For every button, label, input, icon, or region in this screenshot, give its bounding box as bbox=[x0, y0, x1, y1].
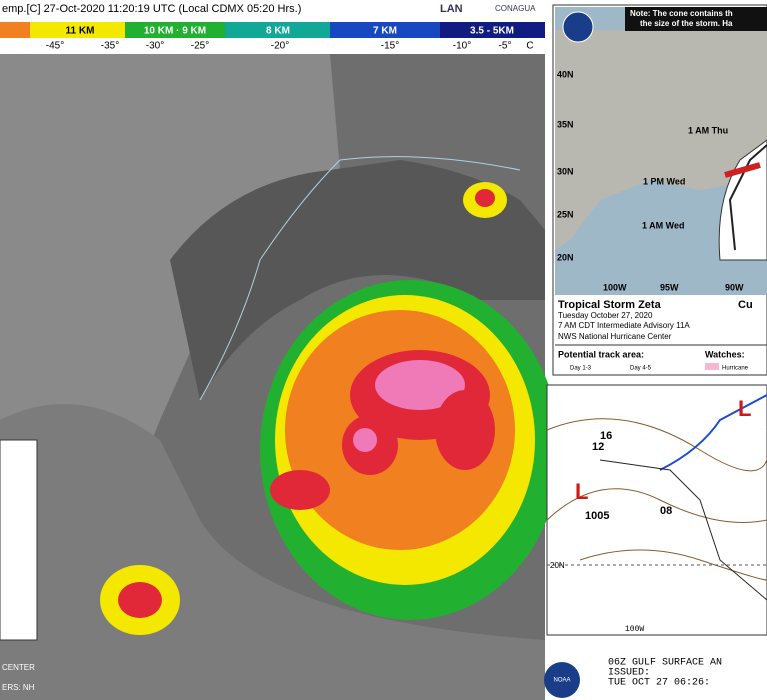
altitude: 10 KM · 9 KM bbox=[144, 26, 206, 37]
latitude: 30N bbox=[557, 166, 574, 176]
temperature: -25° bbox=[191, 41, 209, 52]
track-point: 1 PM Wed bbox=[643, 176, 685, 186]
noaa-text: NOAA bbox=[553, 678, 570, 684]
track-point: 1 AM Wed bbox=[642, 220, 685, 230]
temperature: -10° bbox=[453, 41, 471, 52]
isobar bbox=[546, 488, 767, 523]
advisory: 7 AM CDT Intermediate Advisory 11A bbox=[558, 321, 690, 330]
scale-seg bbox=[225, 22, 330, 38]
isobar bbox=[546, 418, 767, 472]
isobar-label: 12 bbox=[592, 441, 604, 453]
scale-seg bbox=[440, 22, 545, 38]
logo: LAN bbox=[440, 3, 463, 15]
warning bbox=[724, 162, 761, 178]
issued: ISSUED: bbox=[608, 668, 650, 679]
time: TUE OCT 27 06:26: bbox=[608, 678, 710, 689]
note-bar bbox=[625, 7, 767, 31]
satellite-panel: emp.[C] 27-Oct-2020 11:20:19 UTC (Local … bbox=[0, 2, 560, 700]
nhc-panel: Note: The cone contains th the size of t… bbox=[552, 4, 767, 376]
altitude: 3.5 - 5KM bbox=[470, 26, 514, 37]
note: Note: The cone contains th bbox=[630, 9, 733, 18]
storm-eye bbox=[353, 428, 377, 452]
latitude: 40N bbox=[557, 69, 574, 79]
convection bbox=[118, 582, 162, 618]
temperature: C bbox=[526, 41, 533, 52]
front bbox=[659, 394, 767, 471]
low-symbol: L bbox=[575, 479, 588, 504]
latitude: 35N bbox=[557, 119, 574, 129]
coastline bbox=[199, 156, 521, 401]
storm-band bbox=[270, 470, 330, 510]
agency: CONAGUA bbox=[495, 4, 536, 13]
storm bbox=[100, 182, 560, 635]
land bbox=[555, 30, 767, 250]
watches: Watches: bbox=[705, 349, 745, 359]
temperature: -45° bbox=[46, 41, 64, 52]
low-symbol: L bbox=[738, 396, 751, 421]
isobar bbox=[579, 549, 767, 581]
scale-seg bbox=[0, 22, 30, 38]
scale-seg bbox=[330, 22, 440, 38]
watch-swatch bbox=[705, 363, 719, 370]
latitude: 25N bbox=[557, 209, 574, 219]
altitude: 7 KM bbox=[373, 26, 397, 37]
temperature: -5° bbox=[499, 41, 512, 52]
scale-seg bbox=[30, 22, 125, 38]
watch-item: Hurricane bbox=[722, 366, 749, 372]
temperature: -15° bbox=[381, 41, 399, 52]
longitude: 90W bbox=[725, 282, 744, 292]
coastline bbox=[599, 459, 767, 601]
altitude: 8 KM bbox=[266, 26, 290, 37]
date: Tuesday October 27, 2020 bbox=[558, 311, 653, 320]
product: 06Z GULF SURFACE AN bbox=[608, 658, 722, 669]
inset-text: CENTER bbox=[2, 663, 35, 672]
track bbox=[728, 144, 767, 251]
longitude: 95W bbox=[660, 282, 679, 292]
convection bbox=[475, 189, 495, 207]
noaa-logo bbox=[544, 662, 580, 698]
isobar-label: 08 bbox=[660, 505, 672, 517]
pressure: 1005 bbox=[585, 510, 609, 522]
track-point: 1 AM Thu bbox=[688, 125, 728, 135]
nhc-logo bbox=[562, 11, 594, 43]
current: Cu bbox=[738, 299, 753, 311]
gulf bbox=[170, 160, 545, 400]
center: NWS National Hurricane Center bbox=[558, 332, 672, 341]
temperature: -35° bbox=[101, 41, 119, 52]
panel-bg bbox=[546, 384, 767, 636]
cone bbox=[718, 139, 767, 261]
isobar-label: 16 bbox=[600, 430, 612, 442]
scale-seg bbox=[125, 22, 225, 38]
legend-title: Potential track area: bbox=[558, 349, 644, 359]
header: emp.[C] 27-Oct-2020 11:20:19 UTC (Local … bbox=[2, 3, 301, 15]
surface-panel: L L 1005 12 16 08 20N 100W NOAA 06Z GULF… bbox=[544, 384, 767, 698]
storm-band bbox=[375, 360, 465, 410]
note: the size of the storm. Ha bbox=[640, 19, 733, 28]
longitude: 100W bbox=[625, 625, 644, 634]
legend-item: Day 1-3 bbox=[570, 366, 592, 372]
inset bbox=[0, 439, 38, 641]
temperature: -20° bbox=[271, 41, 289, 52]
storm-band bbox=[435, 390, 495, 470]
inset-text: ERS: NH bbox=[2, 683, 35, 692]
legend-item: Day 4-5 bbox=[630, 366, 652, 372]
altitude: 11 KM bbox=[66, 26, 95, 37]
latitude: 20N bbox=[557, 252, 574, 262]
longitude: 100W bbox=[603, 282, 627, 292]
latitude: 20N bbox=[550, 561, 565, 570]
temperature: -30° bbox=[146, 41, 164, 52]
storm-title: Tropical Storm Zeta bbox=[558, 299, 662, 311]
